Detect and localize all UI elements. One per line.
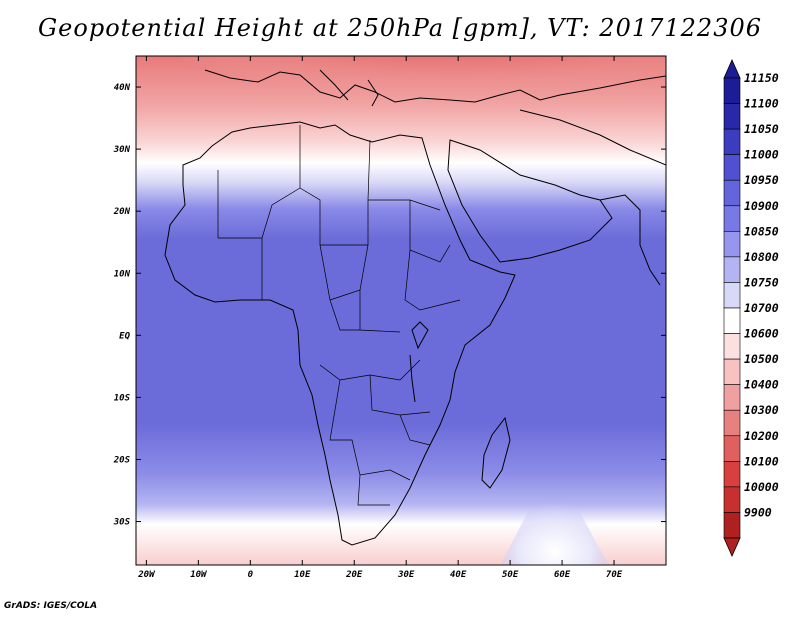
madagascar-coast [481,416,511,489]
colorbar-swatch [723,103,741,130]
colorbar-label: 10900 [744,199,779,213]
colorbar-label: 10100 [744,454,779,468]
lon-tick-label: 10E [294,570,311,580]
plot-frame [135,55,667,566]
colorbar-label: 10400 [744,378,779,392]
colorbar-swatch [723,384,741,411]
country-borders [217,125,461,506]
colorbar-label: 11000 [744,148,779,162]
credit-text: GrADS: IGES/COLA [4,601,98,611]
lat-tick-label: 20S [113,455,131,465]
colorbar-label: 11150 [744,71,779,85]
colorbar-label: 10950 [744,173,779,187]
lon-tick-label: 20W [137,570,156,580]
colorbar-label: 10000 [744,480,779,494]
colorbar-label: 10850 [744,224,779,238]
colorbar-label: 10300 [744,403,779,417]
field-shading [136,56,666,565]
colorbar-label: 10600 [744,327,779,341]
lon-tick-label: 20E [345,570,363,580]
colorbar-label: 10750 [744,275,779,289]
lat-tick-label: 40N [114,83,131,93]
lon-tick-label: 60E [554,570,571,580]
europe-coast [204,69,666,103]
lon-tick-label: 0 [248,570,254,580]
colorbar-swatch [723,205,741,232]
lon-tick-label: 30E [397,570,415,580]
lat-tick-label: 10N [114,269,131,279]
colorbar-bottom-arrow [723,537,741,557]
colorbar-swatch [723,128,741,155]
colorbar-swatch [723,154,741,181]
colorbar-label: 11100 [744,97,779,111]
colorbar-label: 10500 [744,352,779,366]
longitude-axis: 20W 10W 0 10E 20E 30E 40E 50E 60E 70E [137,56,623,580]
latitude-axis: 40N 30N 20N 10N EQ 10S 20S 30S [113,83,666,528]
lat-tick-label: 30N [113,145,131,155]
colorbar-swatch [723,179,741,207]
colorbar-swatch [723,409,741,437]
colorbar-swatch [723,486,741,513]
lon-tick-label: 50E [502,570,519,580]
colorbar-swatch [723,231,741,258]
lat-tick-label: 30S [113,518,131,528]
africa-coast [164,121,516,546]
colorbar-label: 11050 [744,122,779,136]
colorbar-swatch [723,358,741,385]
colorbar-swatch [723,307,741,334]
colorbar: 11150 11100 11050 11000 10950 10900 10850 10800… [723,59,779,557]
asia-coast [519,109,666,286]
colorbar-swatch [723,461,741,488]
lon-tick-label: 70E [606,570,623,580]
colorbar-label: 9900 [744,505,772,519]
lon-tick-label: 10W [190,570,208,580]
lon-tick-label: 40E [450,570,467,580]
colorbar-swatch [723,333,741,360]
colorbar-swatch [723,256,741,283]
chart-title: Geopotential Height at 250hPa [gpm], VT:… [38,14,762,42]
colorbar-top-arrow [723,59,741,79]
colorbar-label: 10200 [744,429,779,443]
lat-tick-label: 20N [113,207,131,217]
colorbar-swatch [723,512,741,539]
arabia-coast [447,139,613,263]
colorbar-swatch [723,282,741,309]
colorbar-label: 10800 [744,250,779,264]
lat-tick-label: EQ [119,331,130,341]
colorbar-swatch [723,435,741,462]
coastlines [164,69,666,546]
colorbar-label: 10700 [744,301,779,315]
colorbar-swatch [723,77,741,104]
lat-tick-label: 10S [114,393,131,403]
